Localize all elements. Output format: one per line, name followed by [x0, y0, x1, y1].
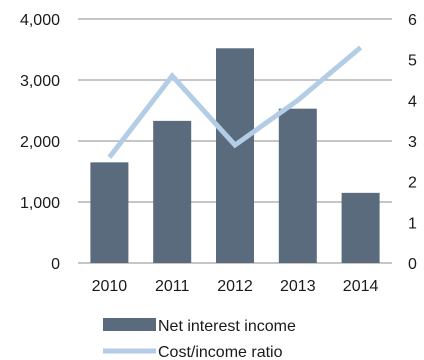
left-axis-ticks: 0 1,000 2,000 3,000 4,000	[20, 12, 60, 273]
left-tick-label-2: 2,000	[20, 134, 60, 151]
x-tick-label-2013: 2013	[280, 278, 316, 295]
x-tick-label-2012: 2012	[217, 278, 253, 295]
left-tick-label-3: 3,000	[20, 73, 60, 90]
legend-label-net-interest-income: Net interest income	[158, 318, 296, 335]
bar-series	[90, 48, 380, 264]
right-tick-label-0: 0	[408, 256, 417, 273]
bar-2010	[90, 162, 129, 263]
legend: Net interest income Cost/income ratio	[103, 318, 296, 360]
right-tick-label-4: 4	[408, 93, 417, 110]
bar-2013	[278, 108, 317, 263]
right-tick-label-6: 6	[408, 12, 417, 29]
x-tick-label-2011: 2011	[155, 278, 190, 295]
right-axis-ticks: 0 1 2 3 4 5 6	[408, 12, 417, 273]
legend-swatch-net-interest-income	[103, 318, 156, 331]
x-tick-label-2010: 2010	[92, 278, 128, 295]
bar-2012	[216, 48, 254, 263]
legend-label-cost-income-ratio: Cost/income ratio	[158, 344, 283, 360]
right-tick-label-3: 3	[408, 134, 417, 151]
x-axis-ticks: 2010 2011 2012 2013 2014	[92, 278, 379, 295]
right-tick-label-2: 2	[408, 175, 417, 192]
right-tick-label-1: 1	[408, 215, 417, 232]
line-series	[107, 45, 363, 159]
left-tick-label-4: 4,000	[20, 12, 60, 29]
left-tick-label-0: 0	[51, 256, 60, 273]
bar-2014	[341, 192, 380, 263]
right-tick-label-5: 5	[408, 53, 417, 70]
bar-2011	[153, 120, 192, 264]
left-tick-label-1: 1,000	[20, 195, 60, 212]
x-tick-label-2014: 2014	[343, 278, 379, 295]
